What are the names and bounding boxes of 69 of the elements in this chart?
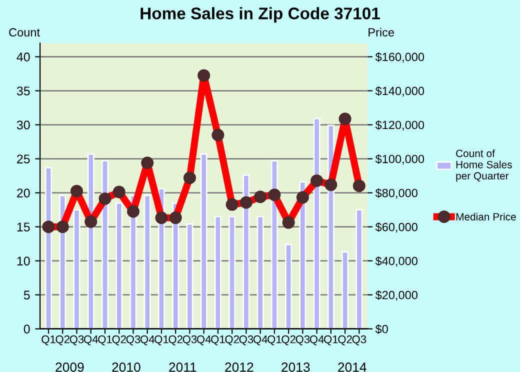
legend-label: Median Price (456, 212, 516, 220)
y-tick-label: 5 (24, 290, 30, 300)
y2-tick-label: $20,000 (375, 290, 418, 301)
bar (270, 160, 278, 329)
x-tick-label: Q3 (296, 335, 310, 346)
bar (44, 166, 52, 329)
bar (144, 194, 151, 329)
y2-tick-label: $40,000 (375, 256, 418, 267)
bar (342, 251, 349, 329)
x-tick-label: Q4 (84, 335, 98, 346)
bar (242, 174, 250, 329)
x-tick-label: Q3 (70, 335, 84, 346)
y-axis-title: Count (9, 28, 40, 37)
y2-tick-label: $160,000 (375, 52, 424, 63)
bar (228, 216, 236, 329)
legend-label: Count of Home Sales per Quarter (456, 149, 512, 182)
bar (285, 244, 292, 329)
x-tick-label: Q1 (211, 335, 225, 346)
x-tick-label: Q1 (154, 335, 168, 346)
bar (87, 153, 94, 329)
text: 2013 (282, 362, 310, 372)
bar (356, 209, 363, 329)
chart-title: Home Sales in Zip Code 37101 (140, 7, 380, 23)
y-tick-label: 15 (17, 222, 30, 232)
x-tick-label: Q1 (324, 335, 338, 346)
x-tick-label: Q4 (140, 335, 154, 346)
y-tick-label: 40 (16, 52, 30, 62)
bar (200, 153, 208, 329)
bar (313, 118, 320, 329)
x-tick-label: Q4 (196, 335, 211, 346)
y2-axis-title: Price (368, 28, 394, 37)
y2-tick-label: $60,000 (375, 222, 418, 233)
y-tick-label: 25 (17, 154, 30, 164)
text: 2012 (225, 362, 254, 372)
x-tick-label: Q2 (338, 335, 352, 346)
y2-tick-label: $0 (375, 324, 388, 334)
bar (101, 160, 109, 329)
x-tick-label: Q1 (42, 335, 56, 346)
x-tick-label: Q2 (282, 335, 296, 346)
y-tick-label: 10 (17, 256, 30, 266)
y2-tick-label: $80,000 (375, 188, 418, 199)
bar (73, 209, 80, 329)
text: 2010 (112, 362, 140, 372)
bar (256, 216, 264, 329)
x-tick-label: Q3 (239, 335, 254, 346)
x-tick-label: Q3 (126, 335, 140, 346)
x-tick-label: Q4 (310, 335, 324, 346)
y-tick-label: 20 (17, 188, 30, 198)
bar (116, 202, 123, 329)
bar (186, 223, 194, 329)
x-tick-label: Q4 (253, 335, 268, 346)
x-tick-label: Q2 (168, 335, 182, 346)
text: 2009 (56, 362, 84, 372)
y2-tick-label: $140,000 (375, 86, 424, 97)
x-tick-label: Q2 (112, 335, 126, 346)
y2-tick-label: $120,000 (375, 120, 424, 131)
x-tick-label: Q1 (268, 335, 282, 346)
x-tick-label: Q2 (56, 335, 70, 346)
y2-tick-label: $100,000 (375, 154, 424, 165)
y-tick-label: 35 (16, 86, 30, 96)
y-tick-label: 0 (24, 324, 30, 334)
x-tick-label: Q3 (182, 335, 197, 346)
bar (214, 216, 222, 329)
x-tick-label: Q1 (98, 335, 112, 346)
text: 2014 (338, 362, 366, 372)
x-tick-label: Q2 (225, 335, 239, 346)
y-tick-label: 30 (16, 120, 30, 130)
text: 2011 (169, 362, 196, 372)
x-tick-label: Q3 (352, 335, 366, 346)
